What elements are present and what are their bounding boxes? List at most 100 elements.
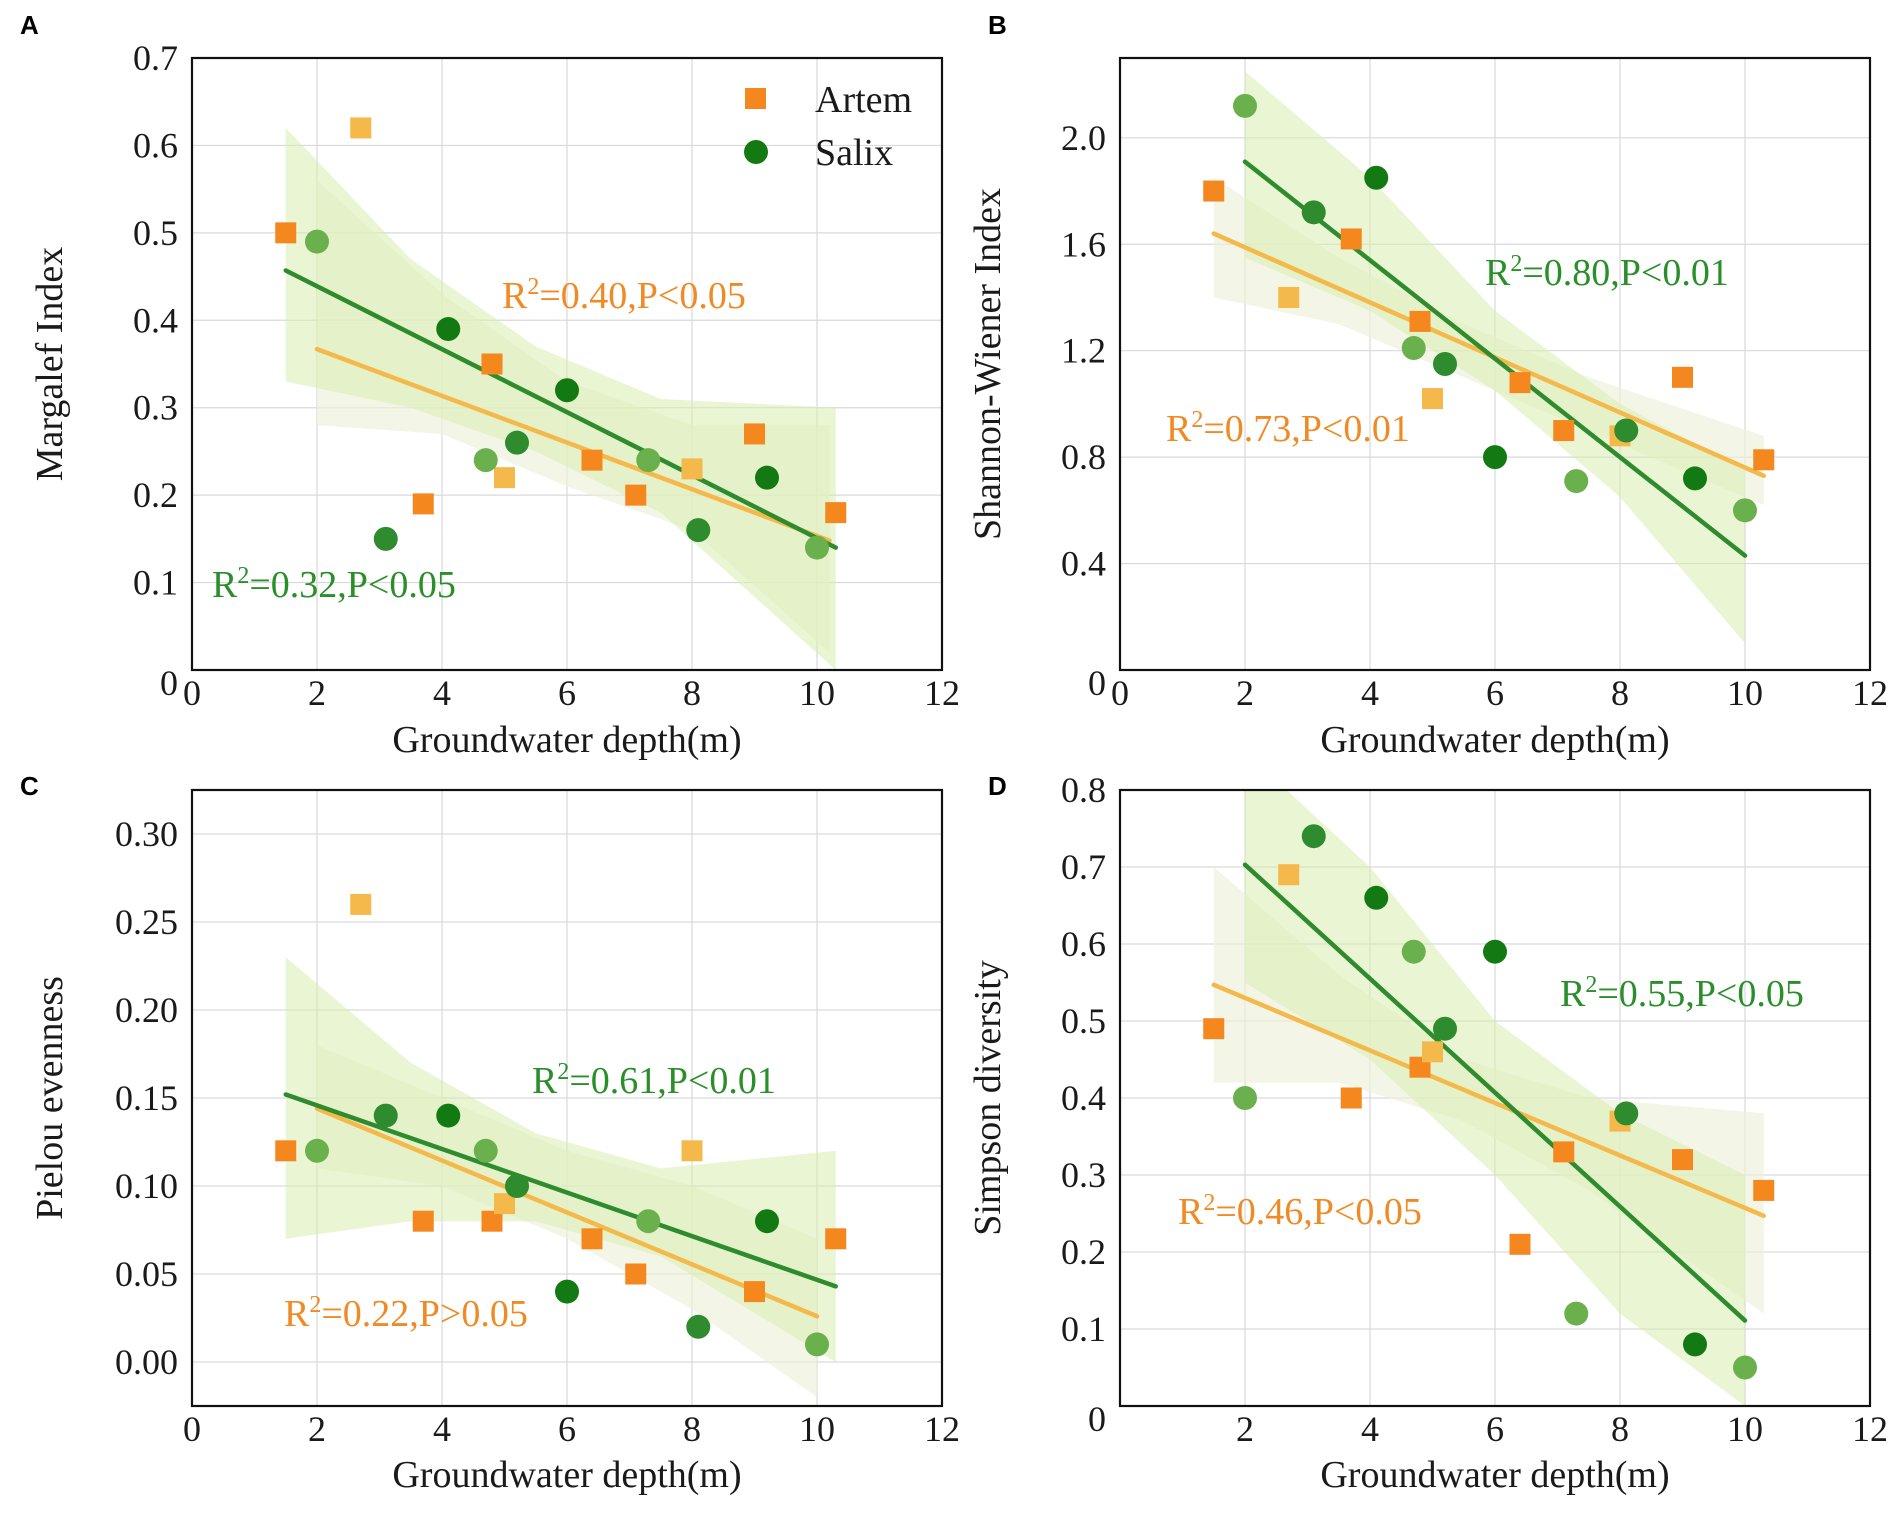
fit-line-salix [283, 1092, 838, 1289]
y-tick-label: 0 [1088, 1399, 1106, 1439]
x-tick-label: 12 [924, 673, 960, 713]
salix-point [1301, 824, 1326, 849]
salix-point [755, 1209, 779, 1234]
salix-point [373, 1103, 398, 1128]
fit-line-salix [1242, 159, 1748, 558]
artem-point [825, 502, 847, 524]
salix-point [305, 1138, 329, 1163]
artem-point [494, 1193, 515, 1215]
artem-point [681, 1140, 703, 1162]
salix-point [305, 229, 329, 254]
salix-point [1614, 418, 1639, 443]
x-tick-label: 2 [308, 673, 326, 713]
regression-annotation-salix: R2=0.32,P<0.05 [212, 563, 456, 606]
confidence-band-salix [1245, 790, 1745, 1406]
regression-annotation-artem: R2=0.73,P<0.01 [1166, 407, 1410, 450]
confidence-bands [1213, 71, 1764, 644]
artem-point [1203, 180, 1225, 202]
y-tick-label: 2.0 [1061, 118, 1106, 158]
plot-frame [190, 788, 944, 1408]
y-tick-label: 0.30 [115, 814, 178, 854]
salix-point [1364, 165, 1389, 190]
x-axis-label: Groundwater depth(m) [392, 1454, 741, 1496]
x-tick-label: 4 [433, 1409, 451, 1449]
artem-point [1422, 388, 1443, 410]
x-axis-label: Groundwater depth(m) [1320, 1454, 1669, 1496]
artem-point [1509, 372, 1531, 394]
panel-letter: B [988, 10, 1007, 40]
y-tick-label: 0 [1088, 663, 1106, 703]
x-tick-label: 4 [433, 673, 451, 713]
artem-point [494, 467, 515, 489]
x-tick-label: 10 [799, 1409, 835, 1449]
salix-point [505, 1174, 529, 1198]
artem-point [350, 893, 372, 915]
artem-point [481, 1210, 503, 1232]
salix-point [1433, 1016, 1457, 1041]
fit-line-salix [1242, 862, 1748, 1323]
y-tick-label: 0.7 [133, 38, 178, 78]
salix-point [1733, 498, 1757, 523]
artem-point [481, 353, 503, 375]
salix-point [1564, 1301, 1589, 1326]
salix-point [686, 1314, 711, 1339]
salix-point [636, 448, 661, 473]
salix-point [473, 1138, 498, 1163]
y-tick-label: 0.8 [1061, 770, 1106, 810]
artem-point [1753, 449, 1775, 471]
y-tick-label: 0.3 [1061, 1155, 1106, 1195]
artem-point [581, 449, 603, 471]
artem-point [744, 423, 765, 445]
x-tick-label: 6 [558, 1409, 576, 1449]
artem-point [275, 1140, 297, 1162]
salix-point [1233, 1086, 1257, 1110]
fit-line-artem [314, 1106, 820, 1319]
regression-annotation-salix: R2=0.55,P<0.05 [1560, 972, 1804, 1015]
salix-point [755, 465, 779, 490]
salix-point [1233, 93, 1257, 118]
artem-point [825, 1228, 847, 1250]
regression-annotation-artem: R2=0.40,P<0.05 [502, 274, 746, 317]
confidence-bands [285, 957, 836, 1398]
salix-point [1733, 1355, 1757, 1380]
y-tick-label: 0.2 [133, 475, 178, 515]
x-tick-label: 0 [183, 673, 201, 713]
y-tick-label: 0.4 [1061, 544, 1106, 584]
plot-frame [1118, 56, 1872, 672]
artem-point [1409, 310, 1431, 332]
artem-point [412, 1210, 434, 1232]
x-tick-label: 4 [1361, 1409, 1379, 1449]
artem-point [1278, 286, 1300, 308]
y-tick-label: 0 [160, 663, 178, 703]
artem-point [1672, 1149, 1693, 1171]
salix-point [1364, 885, 1389, 910]
x-tick-label: 8 [683, 1409, 701, 1449]
panel-d: D 2 4 6 8 10 12 0 0.1 0.2 0.3 0.4 0.5 0.6 0.7 0.8 Ground… [967, 770, 1888, 1496]
y-tick-label: 0.3 [133, 388, 178, 428]
salix-point [1564, 469, 1589, 494]
x-tick-label: 8 [683, 673, 701, 713]
y-tick-label: 0.2 [1061, 1232, 1106, 1272]
confidence-bands [1213, 790, 1764, 1406]
artem-point [1553, 1141, 1575, 1163]
legend-salix-label: Salix [815, 132, 893, 174]
y-axis-label: Shannon-Wiener Index [967, 188, 1009, 540]
artem-point [1753, 1179, 1775, 1201]
salix-point [636, 1209, 661, 1234]
artem-point [744, 1281, 765, 1303]
artem-point [625, 1263, 647, 1285]
x-tick-label: 12 [924, 1409, 960, 1449]
salix-point [1433, 352, 1457, 376]
panel-letter: D [988, 771, 1007, 801]
salix-point [1401, 939, 1426, 964]
y-axis-label: Margalef Index [29, 247, 71, 482]
salix-point [436, 317, 461, 342]
salix-point [805, 1332, 829, 1357]
y-tick-label: 0.4 [133, 300, 178, 340]
x-tick-label: 2 [1236, 673, 1254, 713]
legend-artem-marker [745, 88, 766, 109]
salix-point [1683, 466, 1707, 491]
x-tick-label: 8 [1611, 1409, 1629, 1449]
x-tick-label: 10 [799, 673, 835, 713]
salix-point [555, 1279, 579, 1304]
